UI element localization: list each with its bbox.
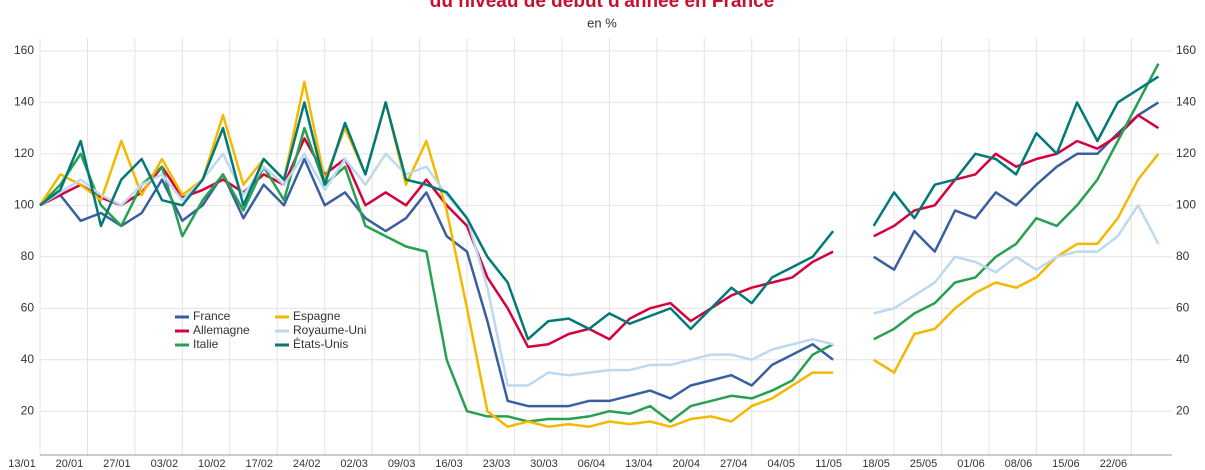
y2-tick-label: 160 xyxy=(1176,43,1196,57)
y-tick-label: 80 xyxy=(21,249,35,263)
x-tick-label: 20/04 xyxy=(673,458,701,470)
y-tick-label: 140 xyxy=(14,95,34,109)
legend-label: États-Unis xyxy=(293,336,348,351)
x-tick-label: 20/01 xyxy=(56,458,84,470)
legend-label: Italie xyxy=(193,337,219,351)
legend-label: Royaume-Uni xyxy=(293,323,366,337)
series-line xyxy=(39,63,1160,423)
y2-tick-label: 40 xyxy=(1176,352,1190,366)
y2-tick-label: 100 xyxy=(1176,197,1196,211)
y2-tick-label: 60 xyxy=(1176,300,1190,314)
x-tick-label: 15/06 xyxy=(1052,458,1080,470)
x-tick-label: 25/05 xyxy=(910,458,938,470)
x-tick-label: 13/04 xyxy=(625,458,653,470)
x-tick-label: 27/01 xyxy=(103,458,131,470)
x-tick-label: 09/03 xyxy=(388,458,416,470)
x-tick-label: 10/02 xyxy=(198,458,226,470)
x-tick-label: 06/04 xyxy=(578,458,606,470)
chart-subtitle: en % xyxy=(587,15,617,30)
y-tick-label: 20 xyxy=(21,403,35,417)
series-line xyxy=(38,80,1160,428)
x-tick-label: 02/03 xyxy=(340,458,368,470)
series-line xyxy=(39,101,1160,408)
x-tick-label: 03/02 xyxy=(151,458,179,470)
x-tick-label: 18/05 xyxy=(862,458,890,470)
y-tick-label: 60 xyxy=(21,300,35,314)
y2-tick-label: 140 xyxy=(1176,95,1196,109)
x-tick-label: 13/01 xyxy=(8,458,36,470)
y-tick-label: 40 xyxy=(21,352,35,366)
legend-label: France xyxy=(193,309,231,323)
x-tick-label: 23/03 xyxy=(483,458,511,470)
y2-tick-label: 20 xyxy=(1176,403,1190,417)
x-tick-label: 08/06 xyxy=(1005,458,1033,470)
legend-label: Allemagne xyxy=(193,323,250,337)
y-tick-label: 120 xyxy=(14,146,34,160)
x-tick-label: 27/04 xyxy=(720,458,748,470)
legend-label: Espagne xyxy=(293,309,341,323)
x-tick-label: 24/02 xyxy=(293,458,321,470)
y-tick-label: 160 xyxy=(14,43,34,57)
y-tick-label: 100 xyxy=(14,197,34,211)
y2-tick-label: 80 xyxy=(1176,249,1190,263)
x-tick-label: 04/05 xyxy=(767,458,795,470)
series-line xyxy=(39,152,1160,387)
series-line xyxy=(39,75,1160,341)
x-tick-label: 30/03 xyxy=(530,458,558,470)
x-tick-label: 01/06 xyxy=(957,458,985,470)
x-tick-label: 11/05 xyxy=(815,458,842,470)
x-tick-label: 17/02 xyxy=(245,458,273,470)
x-tick-label: 16/03 xyxy=(435,458,463,470)
chart-title: du niveau de début d'année en France xyxy=(430,0,774,12)
x-tick-label: 22/06 xyxy=(1100,458,1128,470)
y2-tick-label: 120 xyxy=(1176,146,1196,160)
